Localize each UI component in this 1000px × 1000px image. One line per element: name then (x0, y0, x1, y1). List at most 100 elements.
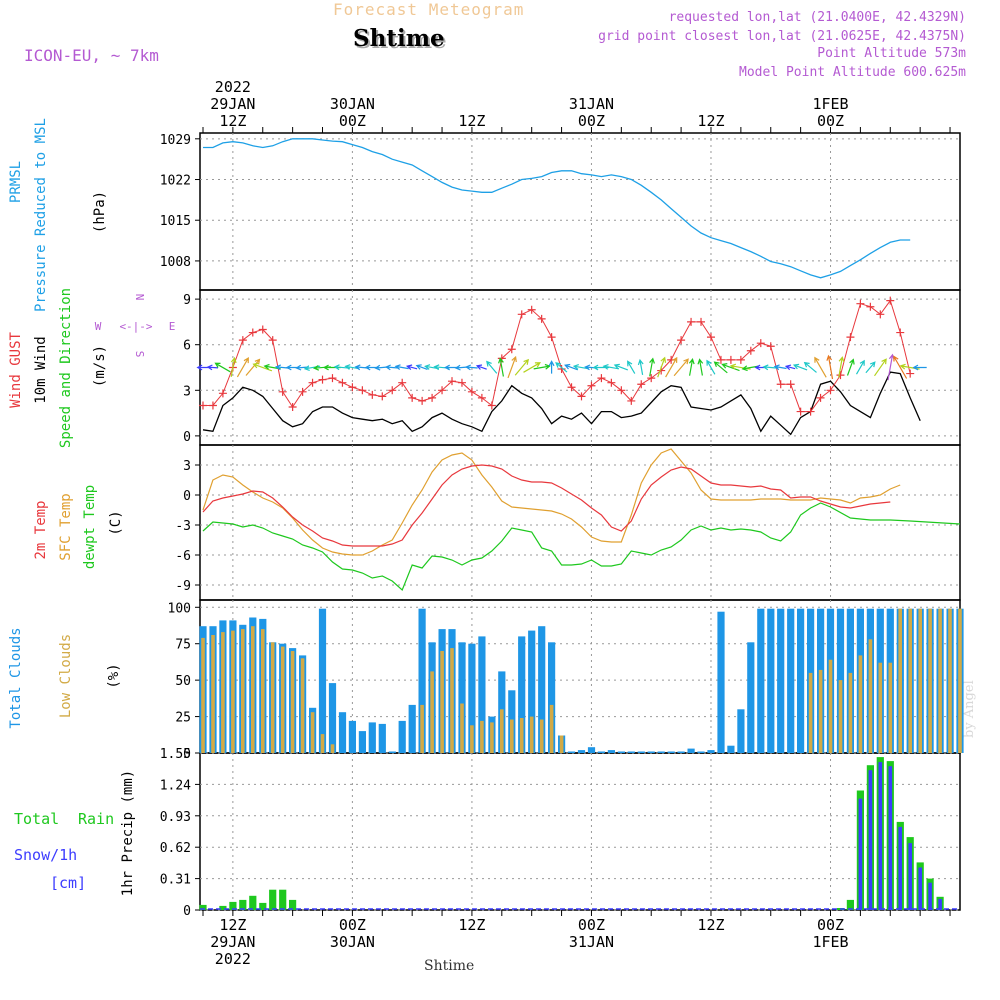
wind-direction-arrow (912, 364, 927, 371)
total-cloud-bar (667, 751, 675, 753)
wind-gust-marker (756, 339, 765, 348)
precip-rain-label: Rain (78, 810, 114, 828)
wind-gust-marker (557, 365, 566, 374)
low-cloud-bar (539, 719, 544, 753)
precip-unit: 1hr Precip (mm) (120, 770, 136, 896)
bottom-time-hour: 00Z (339, 916, 366, 934)
wind-direction-arrow (706, 359, 716, 375)
wind-direction-arrow (899, 363, 920, 370)
rain-bar (239, 899, 247, 910)
wind-gust-marker (796, 407, 805, 416)
wind-gust-marker (567, 383, 576, 392)
total-cloud-bar (687, 748, 695, 753)
wind-direction-arrow (206, 364, 219, 371)
wind-direction-arrow (887, 353, 895, 381)
wind-direction-arrow (803, 361, 817, 373)
wind-gust-marker (587, 381, 596, 390)
wind-direction-arrow (475, 364, 487, 370)
total-clouds-label: Total Clouds (8, 627, 24, 728)
wind-direction-arrow (415, 364, 428, 370)
low-cloud-bar (211, 635, 215, 753)
wind-gust-marker (836, 371, 845, 380)
rain-bar (259, 902, 267, 910)
low-cloud-bar (460, 703, 464, 753)
model-altitude: Model Point Altitude 600.625m (739, 65, 966, 80)
wind-direction-arrow (846, 358, 855, 376)
wind-direction-arrow (564, 363, 579, 371)
wind-gust-marker (856, 299, 865, 308)
low-cloud-bar (231, 630, 235, 753)
low-cloud-bar (270, 642, 275, 753)
wind-unit: (m/s) (92, 345, 108, 387)
wind-gust-marker (866, 302, 875, 311)
wind-gust-marker (258, 325, 267, 334)
total-cloud-bar (328, 683, 337, 753)
wind-direction-arrow (384, 364, 399, 371)
ytick-label-precipitation: 0.93 (160, 810, 191, 825)
low-cloud-bar (280, 646, 285, 753)
wind-gust-marker (467, 387, 476, 396)
bottom-time-year: 2022 (215, 950, 251, 968)
rain-bar (279, 889, 287, 910)
ytick-label-wind: 9 (183, 293, 191, 308)
low-clouds-label: Low Clouds (58, 634, 74, 718)
compass-south: S (133, 351, 146, 358)
wind-gust-marker (876, 310, 885, 319)
snow-bar (878, 762, 883, 910)
total-cloud-bar (338, 712, 347, 753)
bottom-time-hour: 12Z (697, 916, 724, 934)
wind-speed-line (202, 371, 921, 436)
wind-direction-arrow (657, 356, 667, 378)
total-cloud-bar (757, 608, 765, 753)
panel-frame-temperature (199, 444, 961, 601)
wind-direction-arrow (874, 358, 887, 377)
wind-direction-arrow (855, 359, 865, 375)
low-cloud-bar (898, 608, 902, 753)
low-cloud-bar (828, 659, 833, 753)
wind-gust-marker (896, 328, 905, 337)
ytick-label-wind: 3 (183, 384, 191, 399)
compass-arrows: <-|-> (119, 320, 152, 333)
low-cloud-bar (420, 704, 424, 753)
wind-direction-arrow (464, 364, 478, 371)
total-cloud-bar (607, 750, 615, 753)
wind-gust-marker (198, 401, 207, 410)
snow-bar (908, 843, 912, 910)
ytick-label-pressure: 1008 (160, 255, 191, 270)
wind-direction-arrow (507, 355, 517, 379)
low-cloud-bar (948, 608, 952, 753)
wind-direction-arrow (523, 362, 541, 373)
total-cloud-bar (388, 751, 396, 753)
bottom-time-hour: 12Z (458, 916, 485, 934)
low-cloud-bar (251, 626, 255, 753)
wind-direction-arrow (814, 356, 827, 378)
wind-gust-marker (607, 378, 616, 387)
low-cloud-bar (808, 672, 813, 753)
ytick-label-temperature: -6 (175, 549, 191, 564)
bottom-time-day: 29JAN (210, 933, 255, 951)
ytick-label-pressure: 1029 (160, 133, 191, 148)
wind-direction-arrow (762, 364, 778, 371)
total-cloud-bar (657, 751, 665, 753)
top-time-hour: 12Z (219, 112, 246, 130)
wind-gust-marker (238, 336, 247, 345)
total-cloud-bar (318, 608, 327, 753)
ytick-label-pressure: 1015 (160, 214, 191, 229)
rain-bar (229, 901, 237, 910)
low-cloud-bar (430, 671, 434, 753)
total-cloud-bar (677, 751, 685, 753)
wind-gust-marker (637, 380, 646, 389)
ytick-label-clouds: 50 (175, 674, 191, 689)
wind-gust-marker (298, 387, 307, 396)
total-cloud-bar (348, 720, 356, 753)
wind-gust-marker (706, 333, 715, 342)
total-cloud-bar (468, 643, 476, 753)
low-cloud-bar (510, 719, 514, 753)
low-cloud-bar (918, 608, 922, 753)
ytick-label-clouds: 100 (168, 601, 191, 616)
top-time-hour: 12Z (458, 112, 485, 130)
wind-gust-marker (746, 346, 755, 355)
total-cloud-bar (787, 608, 795, 753)
wind-direction-arrow (741, 365, 759, 372)
